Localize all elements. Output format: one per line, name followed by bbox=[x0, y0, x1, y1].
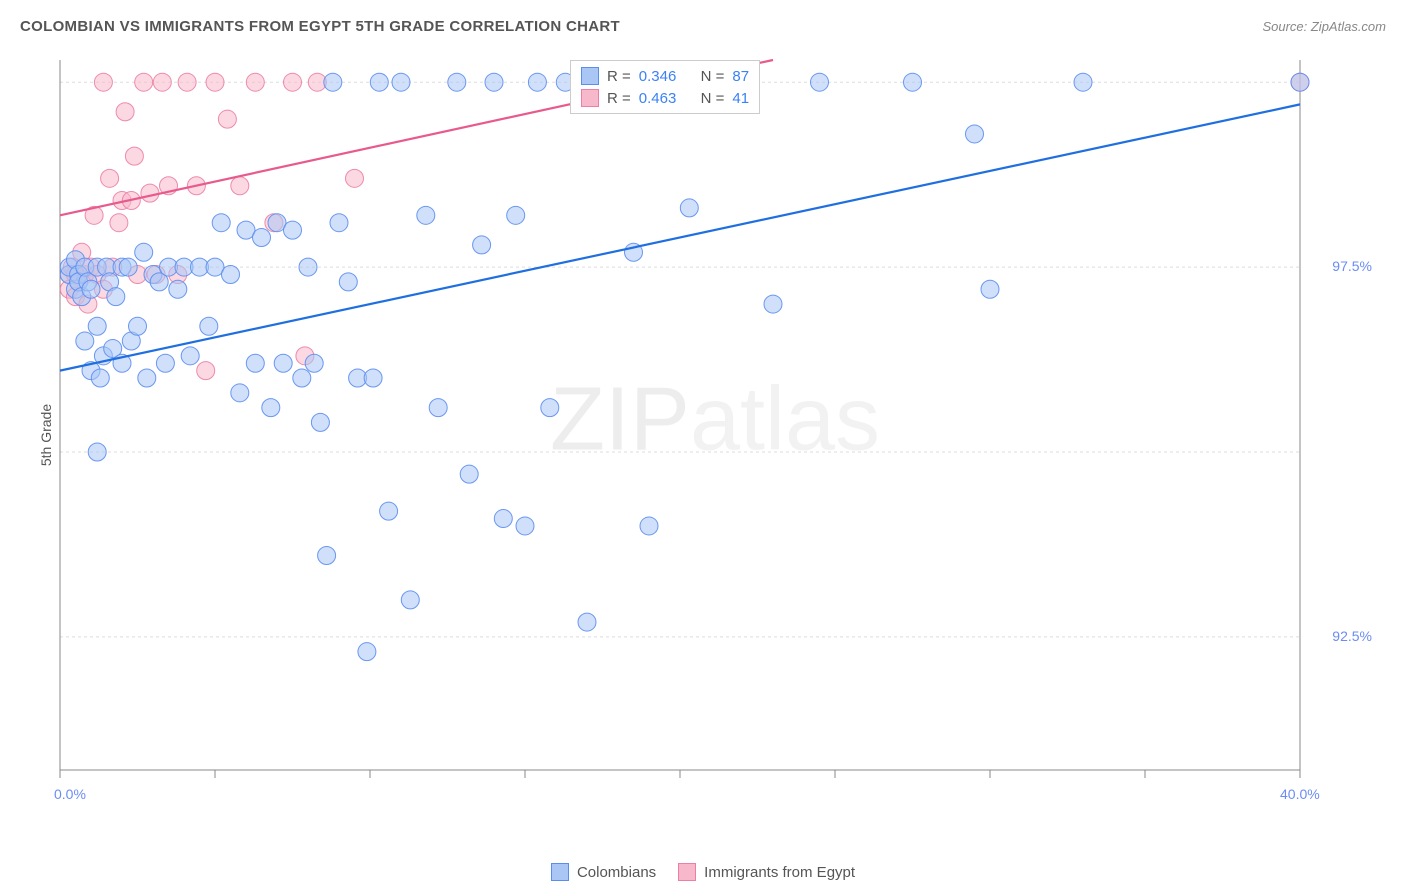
x-tick-label: 40.0% bbox=[1280, 786, 1320, 802]
legend-label-colombians: Colombians bbox=[577, 864, 656, 881]
legend-item-colombians: Colombians bbox=[551, 863, 656, 881]
n-label: N = bbox=[701, 68, 725, 85]
source-attribution: Source: ZipAtlas.com bbox=[1262, 19, 1386, 34]
correlation-stats-box: R = 0.346 N = 87 R = 0.463 N = 41 bbox=[570, 60, 760, 114]
n-value-egypt: 41 bbox=[732, 90, 749, 107]
legend-swatch-colombians bbox=[551, 863, 569, 881]
scatter-plot bbox=[50, 50, 1380, 820]
source-prefix: Source: bbox=[1262, 19, 1310, 34]
chart-title: COLOMBIAN VS IMMIGRANTS FROM EGYPT 5TH G… bbox=[20, 18, 620, 35]
legend-item-egypt: Immigrants from Egypt bbox=[678, 863, 855, 881]
y-tick-label: 92.5% bbox=[1332, 628, 1372, 644]
r-value-colombians: 0.346 bbox=[639, 68, 677, 85]
x-tick-label: 0.0% bbox=[54, 786, 86, 802]
stats-row-colombians: R = 0.346 N = 87 bbox=[581, 65, 749, 87]
source-name: ZipAtlas.com bbox=[1311, 19, 1386, 34]
stats-row-egypt: R = 0.463 N = 41 bbox=[581, 87, 749, 109]
y-tick-label: 97.5% bbox=[1332, 258, 1372, 274]
legend-swatch-egypt bbox=[678, 863, 696, 881]
r-label: R = bbox=[607, 68, 631, 85]
n-value-colombians: 87 bbox=[732, 68, 749, 85]
r-label: R = bbox=[607, 90, 631, 107]
n-label: N = bbox=[701, 90, 725, 107]
swatch-egypt bbox=[581, 89, 599, 107]
r-value-egypt: 0.463 bbox=[639, 90, 677, 107]
y-axis-label: 5th Grade bbox=[38, 404, 54, 466]
chart-header: COLOMBIAN VS IMMIGRANTS FROM EGYPT 5TH G… bbox=[0, 0, 1406, 46]
chart-area: ZIPatlas 5th Grade R = 0.346 N = 87 R = … bbox=[50, 50, 1380, 820]
legend: Colombians Immigrants from Egypt bbox=[0, 852, 1406, 892]
swatch-colombians bbox=[581, 67, 599, 85]
legend-label-egypt: Immigrants from Egypt bbox=[704, 864, 855, 881]
